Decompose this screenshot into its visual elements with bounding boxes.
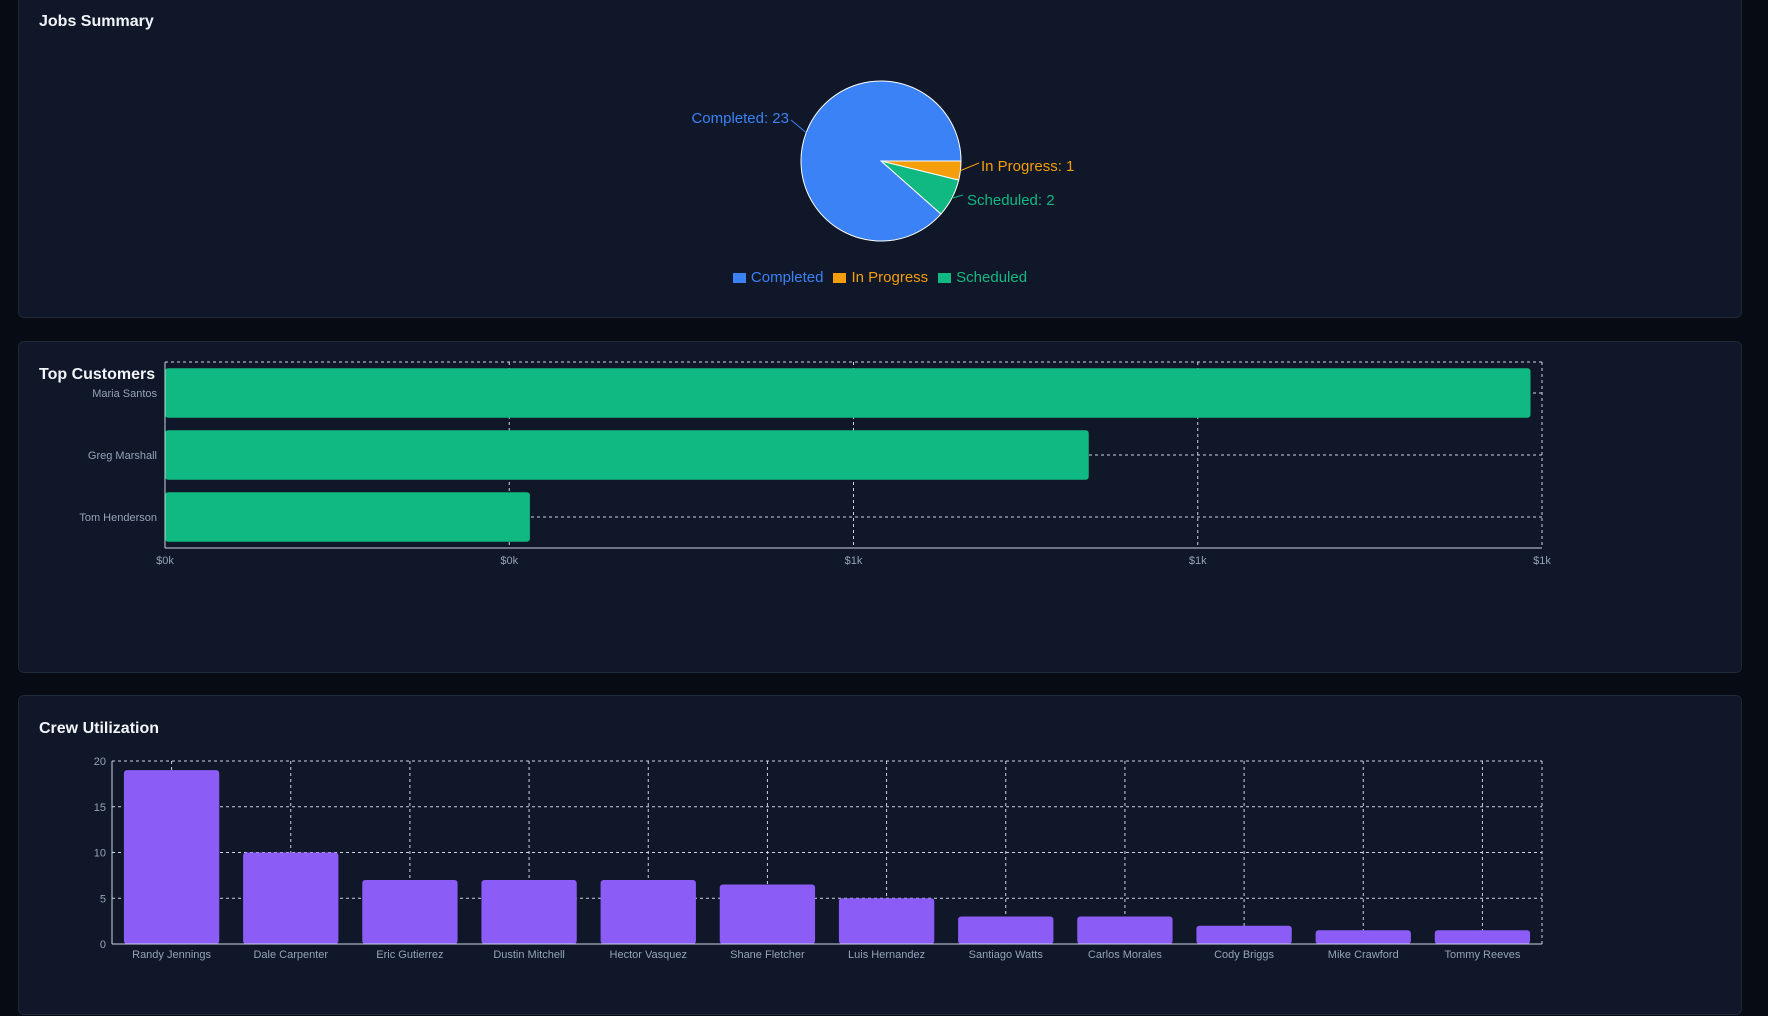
customer-bar [165,430,1089,480]
crew-bar [481,879,577,944]
crew-x-label: Luis Hernandez [848,949,925,961]
crew-utilization-chart: 0 5 10 15 20 Randy Jennings Dale Carpenter Eric… [94,756,1543,961]
crew-x-label: Tommy Reeves [1445,949,1521,961]
crew-bar [958,916,1054,944]
customers-x-tick: $1k [845,555,863,567]
pie-leader-scheduled [951,194,964,199]
crew-bar [1077,916,1173,944]
pie-label-in-progress: In Progress: 1 [981,158,1074,175]
legend-scheduled[interactable]: Scheduled [938,269,1027,286]
crew-x-label: Eric Gutierrez [376,949,443,961]
crew-bar [719,884,816,944]
top-customers-panel: Top Customers $0k $0k $1k $1k $1k Maria Santo… [18,341,1742,673]
pie-leader-in-progress [960,162,980,172]
pie-label-completed: Completed: 23 [691,110,789,127]
customers-x-tick: $0k [156,555,174,567]
crew-y-tick: 20 [94,756,106,768]
legend-scheduled-label: Scheduled [956,269,1028,286]
crew-bar [838,898,935,944]
customer-label: Greg Marshall [88,450,157,462]
customer-bar [165,492,530,542]
jobs-summary-title: Jobs Summary [39,13,154,30]
jobs-legend: Completed In Progress Scheduled [19,269,1741,286]
crew-x-label: Santiago Watts [969,949,1044,961]
crew-x-label: Dale Carpenter [253,949,328,961]
legend-in-progress-swatch [833,272,847,283]
crew-utilization-panel: Crew Utilization 0 5 10 15 20 Randy Jennings D… [18,695,1742,1015]
crew-bar [362,879,458,944]
crew-bar [1196,925,1292,944]
crew-x-label: Shane Fletcher [730,949,805,961]
crew-x-label: Randy Jennings [132,949,211,961]
customer-bar [165,368,1531,418]
legend-completed-label: Completed [750,269,824,286]
legend-completed[interactable]: Completed [732,269,824,286]
crew-y-tick: 15 [94,802,106,814]
top-customers-title: Top Customers [39,366,156,383]
crew-bar [1315,930,1411,944]
top-customers-chart: $0k $0k $1k $1k $1k Maria Santos Greg Marshall… [79,361,1551,567]
crew-utilization-title: Crew Utilization [39,720,160,737]
crew-x-label: Hector Vasquez [610,949,687,961]
legend-in-progress-label: In Progress [851,269,929,286]
crew-x-label: Dustin Mitchell [493,949,565,961]
crew-y-tick: 5 [100,893,106,905]
customers-x-tick: $1k [1189,555,1207,567]
crew-bar [243,852,339,944]
pie-label-scheduled: Scheduled: 2 [967,192,1055,209]
crew-x-label: Mike Crawford [1328,949,1399,961]
customer-label: Maria Santos [92,388,157,400]
customers-x-tick: $1k [1533,555,1551,567]
crew-x-label: Carlos Morales [1088,949,1162,961]
legend-completed-swatch [732,272,746,283]
crew-bar [123,770,220,944]
pie-leader-completed [790,119,807,134]
jobs-summary-panel: Jobs Summary Completed: 23 In Progress: 1… [18,0,1742,318]
pie-slice-completed [800,80,962,242]
customer-label: Tom Henderson [79,512,157,524]
crew-y-tick: 10 [94,848,106,860]
crew-bar [600,879,696,944]
legend-scheduled-swatch [938,272,952,283]
crew-y-tick: 0 [100,939,106,951]
customers-x-tick: $0k [500,555,518,567]
crew-bar [1434,930,1531,944]
legend-in-progress[interactable]: In Progress [833,269,928,286]
crew-x-label: Cody Briggs [1214,949,1274,961]
jobs-pie-chart: Completed: 23 In Progress: 1 Scheduled: 2 [691,80,1074,242]
